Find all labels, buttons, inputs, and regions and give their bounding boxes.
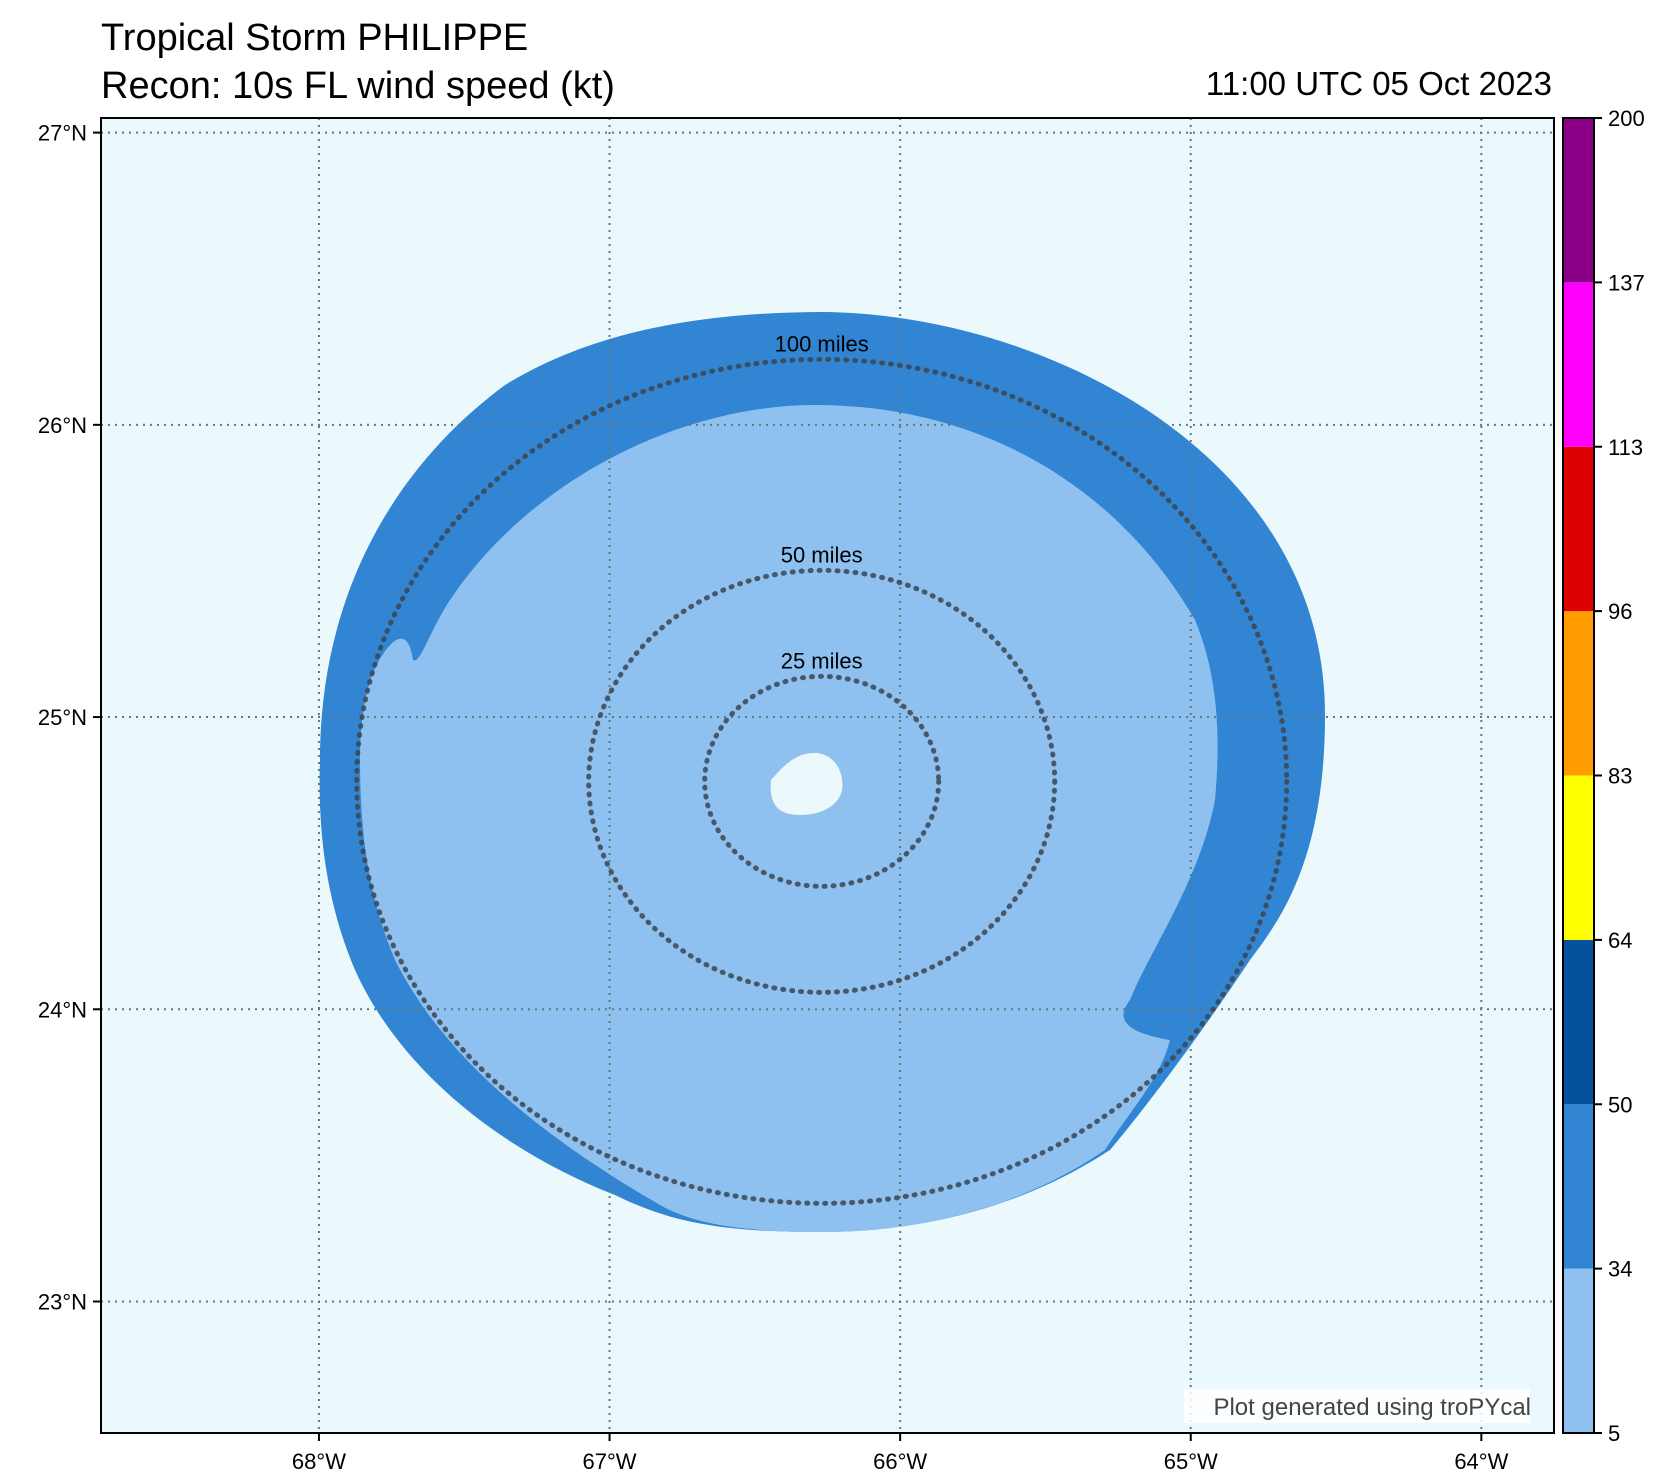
- colorbar-tick-label: 113: [1608, 435, 1643, 460]
- lon-tick-label: 65°W: [1164, 1449, 1218, 1474]
- lon-tick-label: 64°W: [1454, 1449, 1508, 1474]
- colorbar-tick-label: 200: [1608, 106, 1645, 131]
- colorbar: 5 34 50 64 83 96 113 137 200: [1562, 106, 1645, 1446]
- colorbar-tick-label: 137: [1608, 270, 1645, 295]
- colorbar-segment: [1563, 775, 1594, 940]
- lat-tick-label: 27°N: [38, 121, 87, 146]
- colorbar-segment: [1563, 282, 1594, 447]
- range-ring-label: 100 miles: [775, 331, 869, 356]
- chart-subtitle: Recon: 10s FL wind speed (kt): [101, 65, 615, 107]
- colorbar-tick-label: 34: [1608, 1257, 1632, 1282]
- range-ring: [702, 673, 942, 889]
- map-frame: [100, 117, 1555, 1434]
- range-ring-label: 50 miles: [781, 542, 863, 567]
- storm-eye: [770, 752, 843, 815]
- lon-tick-label: 67°W: [583, 1449, 637, 1474]
- colorbar-segment: [1563, 1268, 1594, 1433]
- colorbar-segment: [1563, 939, 1594, 1105]
- colorbar-segment: [1563, 1104, 1594, 1269]
- colorbar-tick-label: 50: [1608, 1092, 1632, 1117]
- lat-tick-label: 24°N: [38, 997, 87, 1022]
- wind-band-5-34: [360, 405, 1218, 1232]
- lon-tick-label: 66°W: [873, 1449, 927, 1474]
- timestamp: 11:00 UTC 05 Oct 2023: [1205, 65, 1552, 102]
- colorbar-tick-label: 5: [1608, 1421, 1620, 1446]
- colorbar-segment: [1563, 611, 1594, 776]
- colorbar-tick-label: 64: [1608, 928, 1632, 953]
- lon-tick-label: 68°W: [292, 1449, 346, 1474]
- credit-box: [1184, 1389, 1530, 1423]
- range-ring: [586, 567, 1058, 995]
- credit-text: Plot generated using troPYcal: [1213, 1394, 1531, 1421]
- lat-tick-label: 25°N: [38, 705, 87, 730]
- chart-title: Tropical Storm PHILIPPE: [101, 17, 529, 59]
- range-ring-label: 25 miles: [781, 648, 863, 673]
- colorbar-tick-label: 96: [1608, 599, 1632, 624]
- lat-tick-label: 23°N: [38, 1290, 87, 1315]
- colorbar-segment: [1563, 446, 1594, 612]
- colorbar-tick-label: 83: [1608, 764, 1632, 789]
- lat-tick-label: 26°N: [38, 413, 87, 438]
- range-ring: [354, 356, 1290, 1206]
- colorbar-segment: [1563, 118, 1594, 283]
